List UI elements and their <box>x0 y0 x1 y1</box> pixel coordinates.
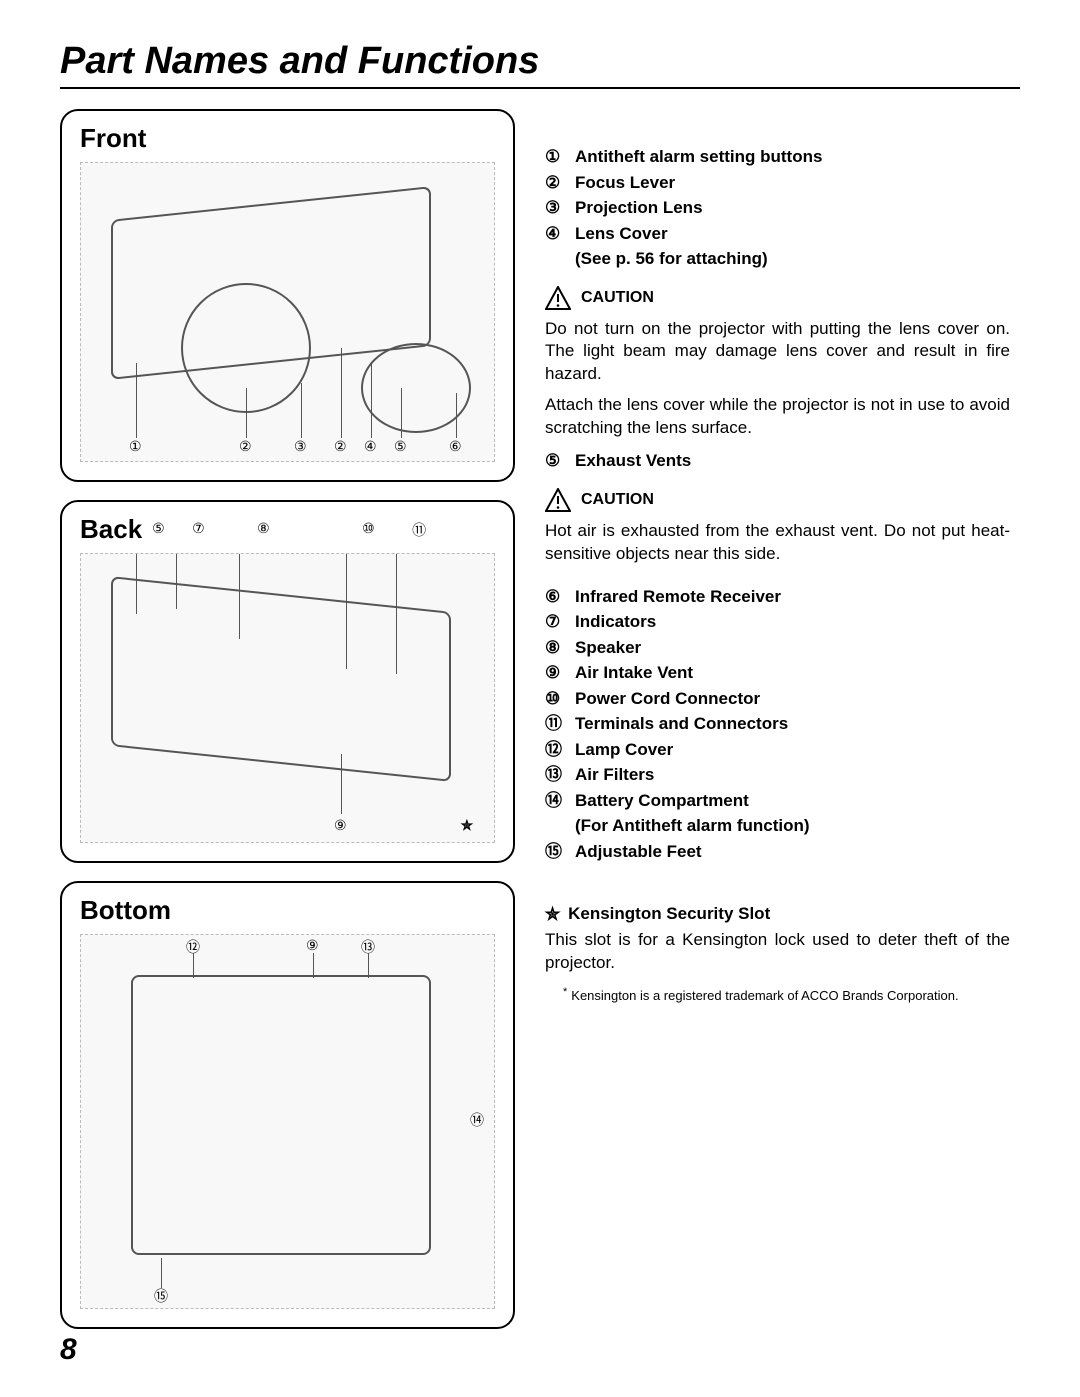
part-num: ⑬ <box>545 762 567 788</box>
kensington-text: This slot is for a Kensington lock used … <box>545 929 1010 975</box>
part-item: ⑧ Speaker <box>545 635 1010 661</box>
page-title: Part Names and Functions <box>60 40 1020 89</box>
part-label: Air Intake Vent <box>575 660 693 686</box>
caution-heading: CAUTION <box>545 488 1010 512</box>
page-number: 8 <box>60 1333 77 1367</box>
part-label: Infrared Remote Receiver <box>575 584 781 610</box>
callout: ② <box>334 438 347 455</box>
text-column: ① Antitheft alarm setting buttons ② Focu… <box>545 109 1020 1347</box>
callout: ⑨ <box>306 937 319 954</box>
lens-cover-note: (See p. 56 for attaching) <box>575 246 1010 272</box>
back-diagram: ⑨ ✮ <box>80 553 495 843</box>
part-item: ⑫ Lamp Cover <box>545 737 1010 763</box>
caution-text: Do not turn on the projector with puttin… <box>545 318 1010 387</box>
part-num: ⑫ <box>545 737 567 763</box>
figure-bottom-label: Bottom <box>80 895 495 926</box>
callout: ⑧ <box>257 520 270 537</box>
kensington-item: ✮ Kensington Security Slot <box>545 904 1010 925</box>
caution-heading: CAUTION <box>545 286 1010 310</box>
callout: ③ <box>294 438 307 455</box>
part-num: ③ <box>545 195 567 221</box>
part-item: ⑩ Power Cord Connector <box>545 686 1010 712</box>
part-label: Battery Compartment <box>575 788 749 814</box>
star-icon: ✮ <box>545 904 560 925</box>
part-label: Terminals and Connectors <box>575 711 788 737</box>
caution-text: Attach the lens cover while the projecto… <box>545 394 1010 440</box>
caution-label: CAUTION <box>581 491 654 509</box>
part-item: ⑥ Infrared Remote Receiver <box>545 584 1010 610</box>
part-num: ① <box>545 144 567 170</box>
part-label: Lamp Cover <box>575 737 673 763</box>
trademark-text: Kensington is a registered trademark of … <box>571 987 958 1005</box>
part-label: Lens Cover <box>575 221 668 247</box>
figures-column: Front ① ② ③ <box>60 109 515 1347</box>
figure-bottom: Bottom ⑫ ⑨ ⑬ ⑭ ⑮ <box>60 881 515 1329</box>
part-label: Exhaust Vents <box>575 448 691 474</box>
figure-back-label: Back <box>80 514 142 545</box>
asterisk-icon: * <box>563 985 567 1005</box>
part-item: ⑭ Battery Compartment <box>545 788 1010 814</box>
part-label: Projection Lens <box>575 195 703 221</box>
warning-icon <box>545 488 571 512</box>
part-num: ⑩ <box>545 686 567 712</box>
figure-front-label: Front <box>80 123 495 154</box>
part-num: ④ <box>545 221 567 247</box>
callout: ④ <box>364 438 377 455</box>
content-area: Front ① ② ③ <box>60 109 1020 1347</box>
part-num: ⑭ <box>545 788 567 814</box>
part-num: ⑮ <box>545 839 567 865</box>
part-label: Adjustable Feet <box>575 839 702 865</box>
part-item: ⑬ Air Filters <box>545 762 1010 788</box>
part-label: Speaker <box>575 635 641 661</box>
part-item: ② Focus Lever <box>545 170 1010 196</box>
part-num: ⑨ <box>545 660 567 686</box>
part-item: ⑨ Air Intake Vent <box>545 660 1010 686</box>
part-item: ① Antitheft alarm setting buttons <box>545 144 1010 170</box>
part-label: Air Filters <box>575 762 654 788</box>
warning-icon <box>545 286 571 310</box>
figure-back: Back ⑤ ⑦ ⑧ ⑩ ⑪ <box>60 500 515 863</box>
callout: ② <box>239 438 252 455</box>
callout: ⑭ <box>470 1110 484 1130</box>
part-num: ⑤ <box>545 448 567 474</box>
part-num: ⑦ <box>545 609 567 635</box>
part-item: ③ Projection Lens <box>545 195 1010 221</box>
callout: ① <box>129 438 142 455</box>
part-item: ⑪ Terminals and Connectors <box>545 711 1010 737</box>
part-label: Antitheft alarm setting buttons <box>575 144 822 170</box>
bottom-diagram: ⑫ ⑨ ⑬ ⑭ ⑮ <box>80 934 495 1309</box>
callout: ⑤ <box>394 438 407 455</box>
callout: ⑮ <box>154 1286 168 1306</box>
part-label: Focus Lever <box>575 170 675 196</box>
front-diagram: ① ② ③ ② ④ ⑤ ⑥ <box>80 162 495 462</box>
caution-text: Hot air is exhausted from the exhaust ve… <box>545 520 1010 566</box>
part-item: ⑦ Indicators <box>545 609 1010 635</box>
callout: ⑤ <box>152 520 165 537</box>
part-num: ② <box>545 170 567 196</box>
part-num: ⑪ <box>545 711 567 737</box>
part-num: ⑧ <box>545 635 567 661</box>
part-label: Indicators <box>575 609 656 635</box>
part-label: Power Cord Connector <box>575 686 760 712</box>
callout-star: ✮ <box>461 817 473 834</box>
callout: ⑪ <box>412 520 426 540</box>
battery-note: (For Antitheft alarm function) <box>575 813 1010 839</box>
callout: ⑦ <box>192 520 205 537</box>
kensington-label: Kensington Security Slot <box>568 904 770 925</box>
callout: ⑩ <box>362 520 375 537</box>
trademark-note: * Kensington is a registered trademark o… <box>563 987 1010 1005</box>
part-num: ⑥ <box>545 584 567 610</box>
caution-label: CAUTION <box>581 289 654 307</box>
part-item: ④ Lens Cover <box>545 221 1010 247</box>
callout: ⑥ <box>449 438 462 455</box>
part-item: ⑮ Adjustable Feet <box>545 839 1010 865</box>
part-item: ⑤ Exhaust Vents <box>545 448 1010 474</box>
callout: ⑨ <box>334 817 347 834</box>
figure-front: Front ① ② ③ <box>60 109 515 482</box>
